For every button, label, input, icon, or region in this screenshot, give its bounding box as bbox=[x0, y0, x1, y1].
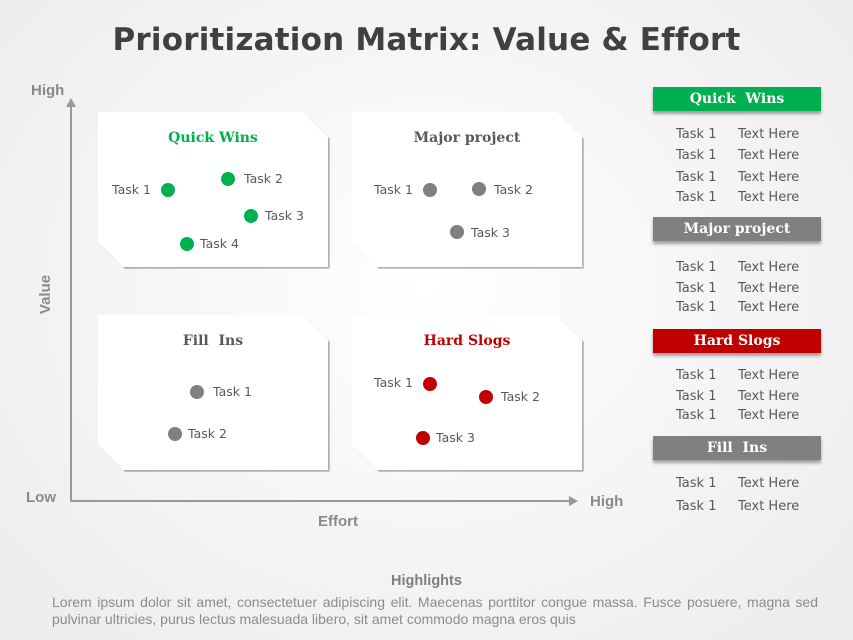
task-dot[interactable] bbox=[472, 182, 486, 196]
task-dot[interactable] bbox=[416, 431, 430, 445]
task-dot[interactable] bbox=[190, 385, 204, 399]
legend-header-major-project: Major project bbox=[653, 217, 821, 241]
highlights-title: Highlights bbox=[391, 573, 462, 589]
legend-row: Task 1 Text Here bbox=[676, 127, 799, 142]
highlights-body: Lorem ipsum dolor sit amet, consectetuer… bbox=[52, 594, 818, 627]
task-label: Task 2 bbox=[244, 171, 283, 186]
task-dot[interactable] bbox=[423, 377, 437, 391]
legend-row: Task 1 Text Here bbox=[676, 148, 799, 163]
page-title: Prioritization Matrix: Value & Effort bbox=[112, 22, 741, 58]
quadrant-title: Hard Slogs bbox=[423, 333, 511, 349]
legend-row: Task 1 Text Here bbox=[676, 499, 799, 514]
task-label: Task 1 bbox=[213, 384, 252, 399]
quadrant-title: Major project bbox=[413, 130, 521, 146]
task-dot[interactable] bbox=[423, 183, 437, 197]
legend-header-hard-slogs: Hard Slogs bbox=[653, 329, 821, 353]
legend-row: Task 1 Text Here bbox=[676, 389, 799, 404]
legend-text: Text Here bbox=[738, 281, 800, 296]
legend-row: Task 1 Text Here bbox=[676, 476, 799, 491]
task-dot[interactable] bbox=[479, 390, 493, 404]
task-label: Task 3 bbox=[471, 225, 510, 240]
legend-row: Task 1 Text Here bbox=[676, 300, 799, 315]
legend-task: Task 1 bbox=[676, 408, 717, 423]
legend-task: Task 1 bbox=[676, 260, 717, 275]
legend-text: Text Here bbox=[738, 368, 800, 383]
quadrant-hard-slogs: Hard Slogs Task 1 Task 2 Task 3 bbox=[352, 315, 582, 470]
quadrant-quick-wins: Quick Wins Task 1 Task 2 Task 3 Task 4 bbox=[98, 112, 328, 267]
task-dot[interactable] bbox=[450, 225, 464, 239]
task-label: Task 3 bbox=[436, 430, 475, 445]
legend-text: Text Here bbox=[738, 170, 800, 185]
legend-header-quick-wins: Quick Wins bbox=[653, 87, 821, 111]
axis-low-label: Low bbox=[26, 489, 56, 506]
task-label: Task 1 bbox=[374, 375, 413, 390]
quadrant-major-project: Major project Task 1 Task 2 Task 3 bbox=[352, 112, 582, 267]
legend-task: Task 1 bbox=[676, 499, 717, 514]
legend-task: Task 1 bbox=[676, 300, 717, 315]
task-dot[interactable] bbox=[180, 237, 194, 251]
legend-task: Task 1 bbox=[676, 476, 717, 491]
legend-row: Task 1 Text Here bbox=[676, 281, 799, 296]
legend-task: Task 1 bbox=[676, 127, 717, 142]
task-label: Task 4 bbox=[200, 236, 239, 251]
legend-text: Text Here bbox=[738, 190, 800, 205]
task-label: Task 1 bbox=[374, 182, 413, 197]
task-label: Task 3 bbox=[265, 208, 304, 223]
task-dot[interactable] bbox=[244, 209, 258, 223]
legend-task: Task 1 bbox=[676, 190, 717, 205]
legend-row: Task 1 Text Here bbox=[676, 368, 799, 383]
legend-row: Task 1 Text Here bbox=[676, 408, 799, 423]
task-label: Task 2 bbox=[501, 389, 540, 404]
task-dot[interactable] bbox=[221, 172, 235, 186]
legend-text: Text Here bbox=[738, 127, 800, 142]
legend-text: Text Here bbox=[738, 260, 800, 275]
legend-text: Text Here bbox=[738, 389, 800, 404]
legend-header-fill-ins: Fill Ins bbox=[653, 436, 821, 460]
legend-task: Task 1 bbox=[676, 170, 717, 185]
value-axis-high-label: High bbox=[31, 82, 65, 99]
value-axis-line bbox=[70, 104, 72, 501]
legend-task: Task 1 bbox=[676, 368, 717, 383]
legend-text: Text Here bbox=[738, 148, 800, 163]
legend-task: Task 1 bbox=[676, 281, 717, 296]
legend-row: Task 1 Text Here bbox=[676, 190, 799, 205]
legend-text: Text Here bbox=[738, 499, 800, 514]
task-dot[interactable] bbox=[161, 183, 175, 197]
effort-axis-line bbox=[70, 500, 570, 502]
value-axis-arrow-icon bbox=[66, 98, 76, 107]
task-label: Task 1 bbox=[112, 182, 151, 197]
legend-task: Task 1 bbox=[676, 148, 717, 163]
quadrant-title: Quick Wins bbox=[168, 130, 258, 146]
value-axis-title: Value bbox=[37, 274, 55, 315]
legend-row: Task 1 Text Here bbox=[676, 260, 799, 275]
quadrant-fill-ins: Fill Ins Task 1 Task 2 bbox=[98, 315, 328, 470]
effort-axis-arrow-icon bbox=[569, 496, 578, 506]
quadrant-title: Fill Ins bbox=[182, 333, 244, 349]
task-label: Task 2 bbox=[494, 182, 533, 197]
legend-text: Text Here bbox=[738, 476, 800, 491]
legend-task: Task 1 bbox=[676, 389, 717, 404]
task-dot[interactable] bbox=[168, 427, 182, 441]
effort-axis-title: Effort bbox=[318, 513, 358, 530]
task-label: Task 2 bbox=[188, 426, 227, 441]
legend-text: Text Here bbox=[738, 300, 800, 315]
effort-axis-high-label: High bbox=[590, 493, 624, 510]
legend-row: Task 1 Text Here bbox=[676, 170, 799, 185]
legend-text: Text Here bbox=[738, 408, 800, 423]
